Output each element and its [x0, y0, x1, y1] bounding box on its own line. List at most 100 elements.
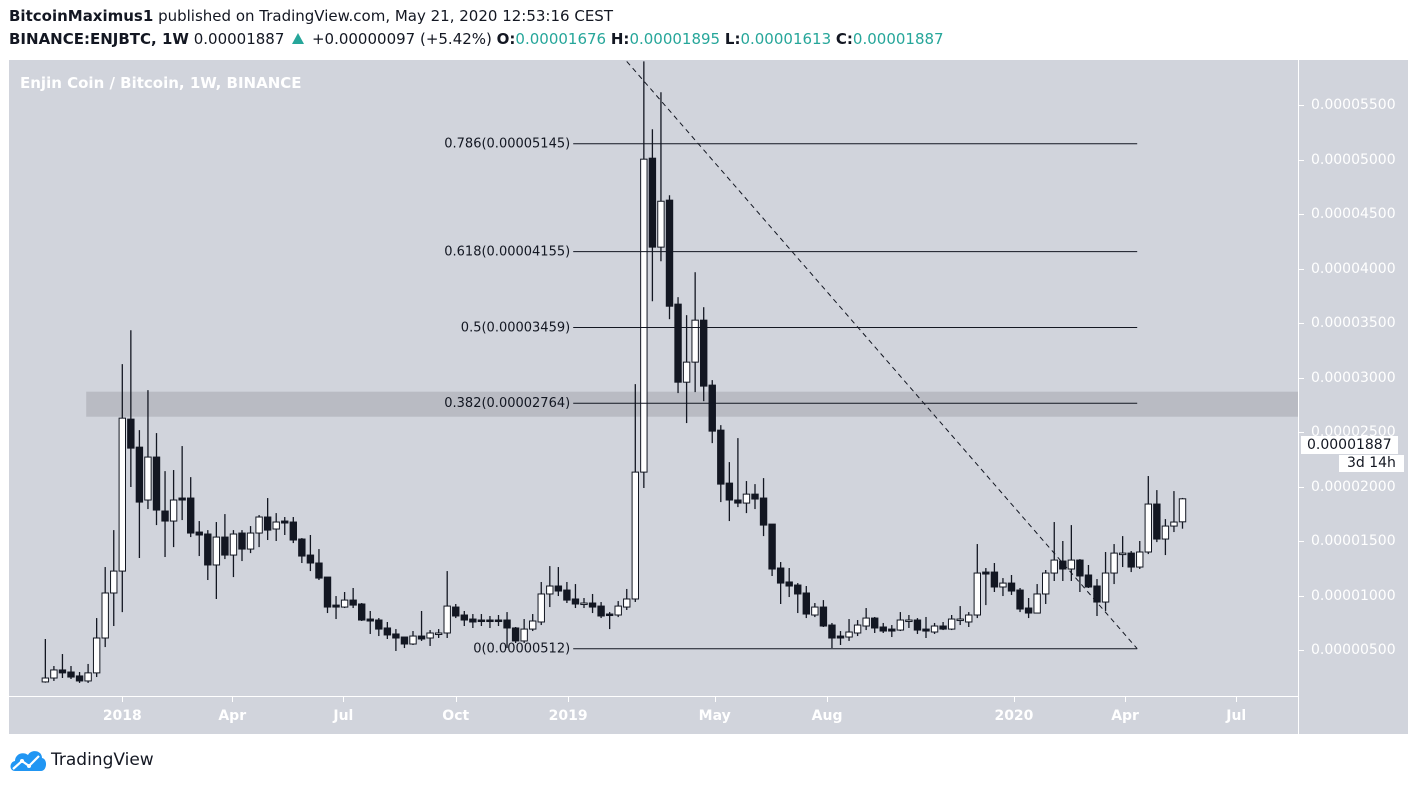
candle — [734, 438, 742, 508]
candle-body — [58, 669, 67, 674]
candle — [819, 600, 828, 628]
fib-level-label: 0.5(0.00003459) — [461, 320, 570, 335]
candle — [1127, 551, 1135, 573]
tradingview-brand[interactable]: TradingView — [51, 750, 154, 770]
candle-body — [1042, 572, 1050, 595]
time-tick — [827, 697, 829, 702]
open-value: 0.00001676 — [515, 30, 607, 48]
plot-area[interactable]: 0.786(0.00005145) 0.618(0.00004155) 0.5(0.… — [9, 60, 1298, 696]
time-tick — [232, 697, 234, 702]
candle — [1084, 564, 1093, 588]
price-tick-label: 0.00002000 — [1311, 478, 1396, 495]
price-tick-label: 0.00003000 — [1311, 369, 1396, 386]
candle-body — [1101, 572, 1110, 603]
candle-body — [417, 635, 426, 640]
candle — [101, 567, 109, 648]
candle-body — [1007, 582, 1016, 592]
candle-body — [178, 497, 186, 501]
candle — [392, 629, 400, 651]
candle-body — [853, 624, 862, 634]
candle — [888, 625, 896, 638]
candle — [588, 593, 597, 614]
price-tick-label: 0.00002500 — [1311, 424, 1396, 440]
candle — [605, 612, 614, 630]
chart-title: Enjin Coin / Bitcoin, 1W, BINANCE — [20, 74, 302, 92]
candle-body — [665, 199, 674, 307]
candle-body — [1067, 559, 1076, 570]
time-tick-label: Jul — [1226, 708, 1247, 724]
candle-body — [1076, 559, 1084, 577]
price-tick — [1299, 486, 1304, 488]
time-tick — [568, 697, 570, 702]
candle — [58, 654, 67, 679]
candle — [229, 530, 238, 578]
candle — [409, 631, 417, 645]
candle-body — [605, 613, 614, 617]
candle-body — [1016, 589, 1024, 610]
symbol-info: BINANCE:ENJBTC, 1W 0.00001887 +0.0000009… — [9, 30, 944, 48]
candle — [905, 615, 913, 628]
price-tick-label: 0.00000500 — [1311, 642, 1396, 658]
candle — [187, 477, 195, 538]
price-tick-label: 0.00001000 — [1311, 587, 1396, 604]
time-tick-label: Apr — [1111, 708, 1139, 724]
candle — [41, 638, 50, 683]
candle-body — [691, 319, 699, 363]
candle-body — [400, 636, 409, 645]
publish-info: BitcoinMaximus1 published on TradingView… — [9, 7, 613, 25]
candle — [785, 568, 793, 598]
candle-body — [204, 533, 212, 566]
candle-body — [939, 625, 947, 630]
price-tick — [1299, 323, 1304, 324]
candle-body — [1170, 521, 1178, 527]
candle-body — [1178, 498, 1187, 523]
candle — [255, 515, 263, 548]
author-name[interactable]: BitcoinMaximus1 — [9, 7, 154, 25]
candle — [836, 631, 845, 645]
candle — [1170, 491, 1178, 533]
candle-body — [84, 672, 92, 682]
candle-body — [263, 516, 272, 531]
candle-body — [135, 446, 144, 503]
price-tick — [1299, 595, 1304, 597]
candle-body — [349, 599, 357, 606]
candle — [306, 535, 315, 572]
price-axis[interactable]: 0.00001887 3d 14h 0.00000500 0.00001000 0.… — [1298, 60, 1408, 734]
candle-body — [477, 619, 486, 623]
candle — [1059, 541, 1067, 582]
time-tick-label: Apr — [218, 708, 247, 724]
candle — [751, 484, 759, 510]
price-tick — [1299, 650, 1304, 651]
time-tick — [714, 697, 716, 702]
candle-body — [41, 677, 50, 683]
candle-body — [152, 456, 161, 511]
candle — [195, 521, 203, 557]
candle-body — [255, 516, 263, 534]
candle — [494, 615, 503, 627]
candle — [648, 129, 657, 302]
chart[interactable]: 0.786(0.00005145) 0.618(0.00004155) 0.5(0.… — [9, 60, 1408, 734]
candle — [67, 666, 75, 679]
candle — [221, 514, 229, 560]
candle-body — [460, 614, 469, 621]
candle-body — [648, 157, 657, 248]
candle-body — [529, 620, 537, 630]
candle — [853, 620, 862, 637]
candle — [178, 446, 186, 521]
candle-body — [537, 593, 545, 623]
bar-countdown: 3d 14h — [1339, 455, 1404, 472]
candle-body — [930, 625, 939, 633]
fib-level-label: 0.618(0.00004155) — [444, 245, 570, 260]
candle — [623, 588, 631, 610]
candle-body — [67, 671, 75, 678]
candle-body — [811, 606, 819, 616]
candle-body — [588, 602, 597, 608]
candle — [1093, 579, 1101, 616]
price-tick-label: 0.00005500 — [1311, 97, 1396, 113]
candle-body — [836, 635, 845, 639]
candle — [802, 586, 810, 619]
time-axis[interactable]: 2018 Apr Jul Oct 2019 May Aug 2020 Apr Jul — [9, 696, 1298, 734]
candle — [776, 562, 785, 605]
candle — [84, 663, 92, 683]
close-label: C: — [835, 30, 853, 48]
